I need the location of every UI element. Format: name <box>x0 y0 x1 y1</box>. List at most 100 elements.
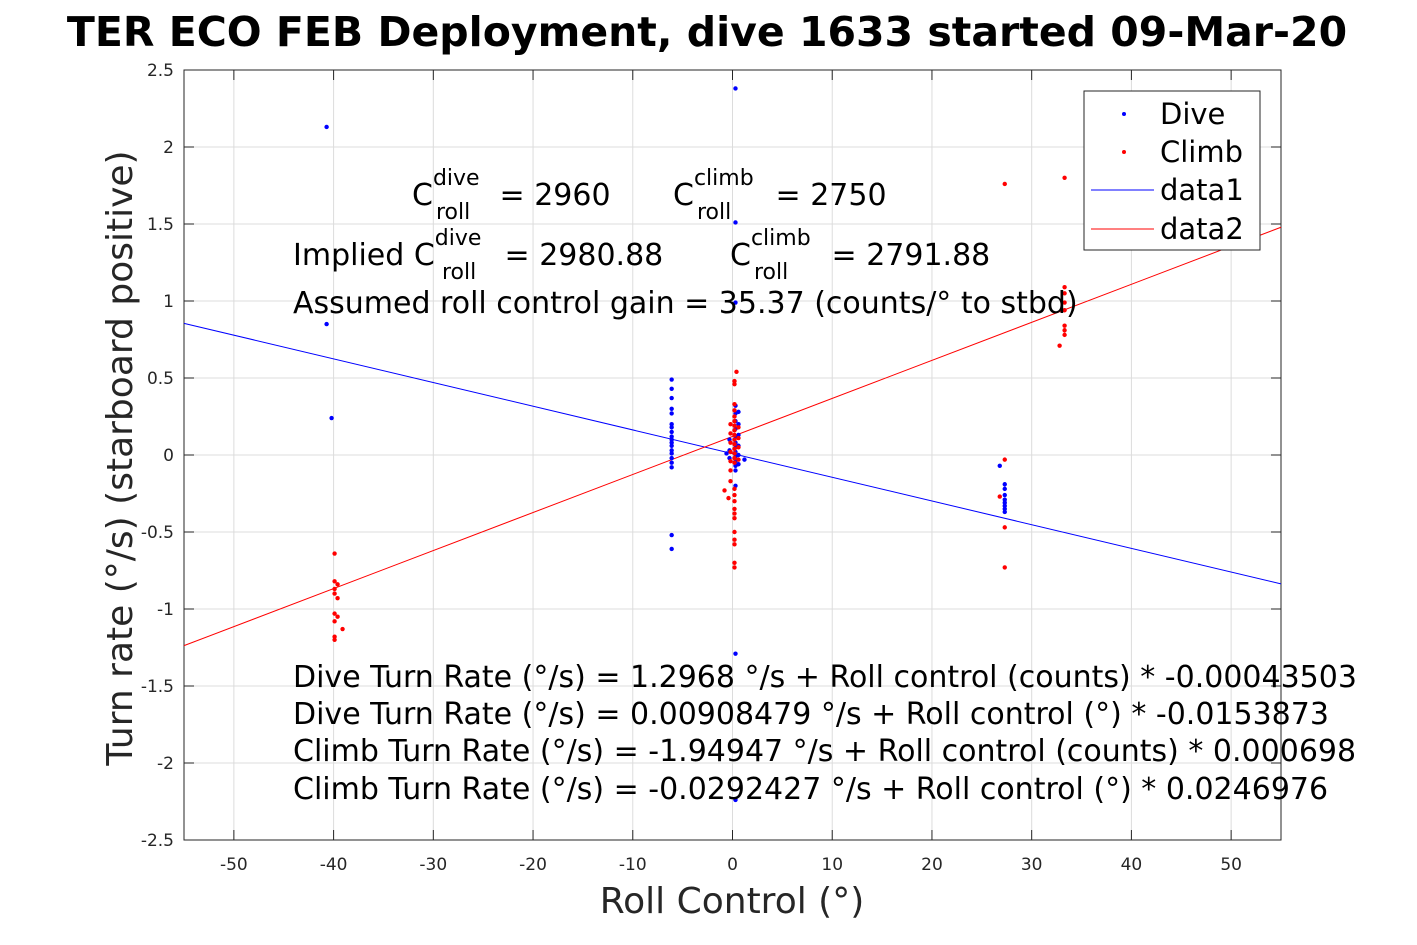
dive-equation-counts: Dive Turn Rate (°/s) = 1.2968 °/s + Roll… <box>293 660 1357 695</box>
climb-point <box>340 626 345 632</box>
y-tick-label: -0.5 <box>141 523 174 543</box>
dive-point <box>669 422 674 427</box>
climb-point <box>732 442 737 447</box>
climb-point <box>335 596 340 601</box>
c-roll-climb-sup: climb <box>694 166 754 191</box>
x-tick-label: 30 <box>1021 855 1043 875</box>
dive-point <box>669 532 674 538</box>
x-tick-label: 10 <box>821 855 843 875</box>
climb-point <box>728 431 733 436</box>
roll-gain-annotation: Assumed roll control gain = 35.37 (count… <box>293 286 1078 321</box>
climb-point <box>732 378 737 384</box>
dive-point <box>1002 482 1007 487</box>
climb-point <box>732 418 737 424</box>
climb-point <box>332 634 337 639</box>
y-tick-label: -2.5 <box>141 831 174 851</box>
climb-point <box>736 445 741 450</box>
x-axis-label: Roll Control (°) <box>600 881 865 922</box>
x-tick-label: 20 <box>921 855 943 875</box>
implied-c-roll-dive-sup: dive <box>435 226 482 251</box>
y-tick-label: 0 <box>163 446 174 466</box>
climb-point <box>1062 175 1067 180</box>
c-roll-dive-sup: dive <box>433 166 480 191</box>
climb-point <box>732 455 737 461</box>
dive-point <box>669 455 674 461</box>
x-tick-label: 40 <box>1121 855 1143 875</box>
dive-point <box>324 321 329 327</box>
dive-point <box>669 451 674 456</box>
dive-point <box>669 425 674 430</box>
climb-point <box>732 414 737 419</box>
climb-point <box>732 446 737 452</box>
climb-point <box>732 529 737 535</box>
dive-point <box>329 415 334 421</box>
y-tick-label: 0.5 <box>147 369 174 389</box>
implied-c-roll-climb-value: = 2791.88 <box>822 238 990 273</box>
legend-climb-marker <box>1122 150 1126 154</box>
climb-point <box>732 492 737 498</box>
climb-point <box>732 486 737 492</box>
x-tick-label: -40 <box>320 855 348 875</box>
climb-point <box>732 506 737 512</box>
climb-point <box>728 440 733 445</box>
climb-point <box>1062 291 1067 296</box>
x-tick-label: -10 <box>619 855 647 875</box>
climb-point <box>1062 284 1067 290</box>
climb-point <box>732 460 737 465</box>
climb-point <box>728 458 733 464</box>
climb-point <box>1002 181 1007 187</box>
dive-point <box>669 443 674 448</box>
climb-point <box>732 437 737 442</box>
dive-point <box>736 409 741 415</box>
dive-point <box>997 463 1002 468</box>
dive-point <box>669 429 674 435</box>
climb-point <box>732 432 737 438</box>
climb-point <box>1002 565 1007 570</box>
dive-point <box>1002 492 1007 498</box>
y-axis-ticks: 2.5 2 1.5 1 0.5 0 -0.5 -1 -1.5 -2 -2.5 <box>141 61 1281 851</box>
climb-point <box>332 637 337 642</box>
climb-point <box>728 449 733 455</box>
implied-c-roll-climb-annotation: Cclimb roll = 2791.88 <box>730 226 990 285</box>
implied-c-roll-climb-sup: climb <box>751 226 811 251</box>
climb-point <box>997 494 1002 499</box>
climb-point <box>732 515 737 521</box>
implied-c-roll-dive-sub: roll <box>442 260 476 285</box>
dive-point <box>1002 509 1007 515</box>
climb-point <box>728 422 733 427</box>
y-tick-label: -2 <box>157 754 174 774</box>
dive-point <box>733 797 738 803</box>
climb-point <box>332 579 337 584</box>
dive-point <box>669 434 674 439</box>
climb-point <box>728 478 733 484</box>
x-tick-label: -20 <box>519 855 547 875</box>
climb-point <box>1062 308 1067 313</box>
dive-point <box>736 452 741 458</box>
climb-point <box>1002 457 1007 462</box>
climb-point <box>736 457 741 462</box>
dive-point <box>669 437 674 442</box>
climb-point <box>335 582 340 587</box>
climb-point <box>732 428 737 433</box>
dive-point <box>669 377 674 382</box>
climb-point <box>732 511 737 516</box>
climb-point <box>732 565 737 570</box>
x-tick-label: 0 <box>727 855 738 875</box>
climb-point <box>732 423 737 428</box>
dive-point <box>733 300 738 305</box>
implied-c-roll-dive-annotation: Implied Cdive roll = 2980.88 <box>293 226 663 285</box>
dive-point <box>669 465 674 470</box>
climb-point <box>1057 343 1062 348</box>
dive-point <box>669 386 674 391</box>
legend-climb-label: Climb <box>1160 135 1243 169</box>
climb-point <box>1062 328 1067 333</box>
climb-point <box>335 614 340 619</box>
dive-point <box>736 432 741 438</box>
climb-point <box>1002 525 1007 530</box>
x-tick-label: -30 <box>419 855 447 875</box>
dive-point <box>669 395 674 401</box>
dive-point <box>324 124 329 130</box>
climb-point <box>332 619 337 624</box>
dive-point <box>669 448 674 453</box>
coefficient-annotations: Cdive roll = 2960 Cclimb roll = 2750 Impli… <box>293 166 1078 321</box>
